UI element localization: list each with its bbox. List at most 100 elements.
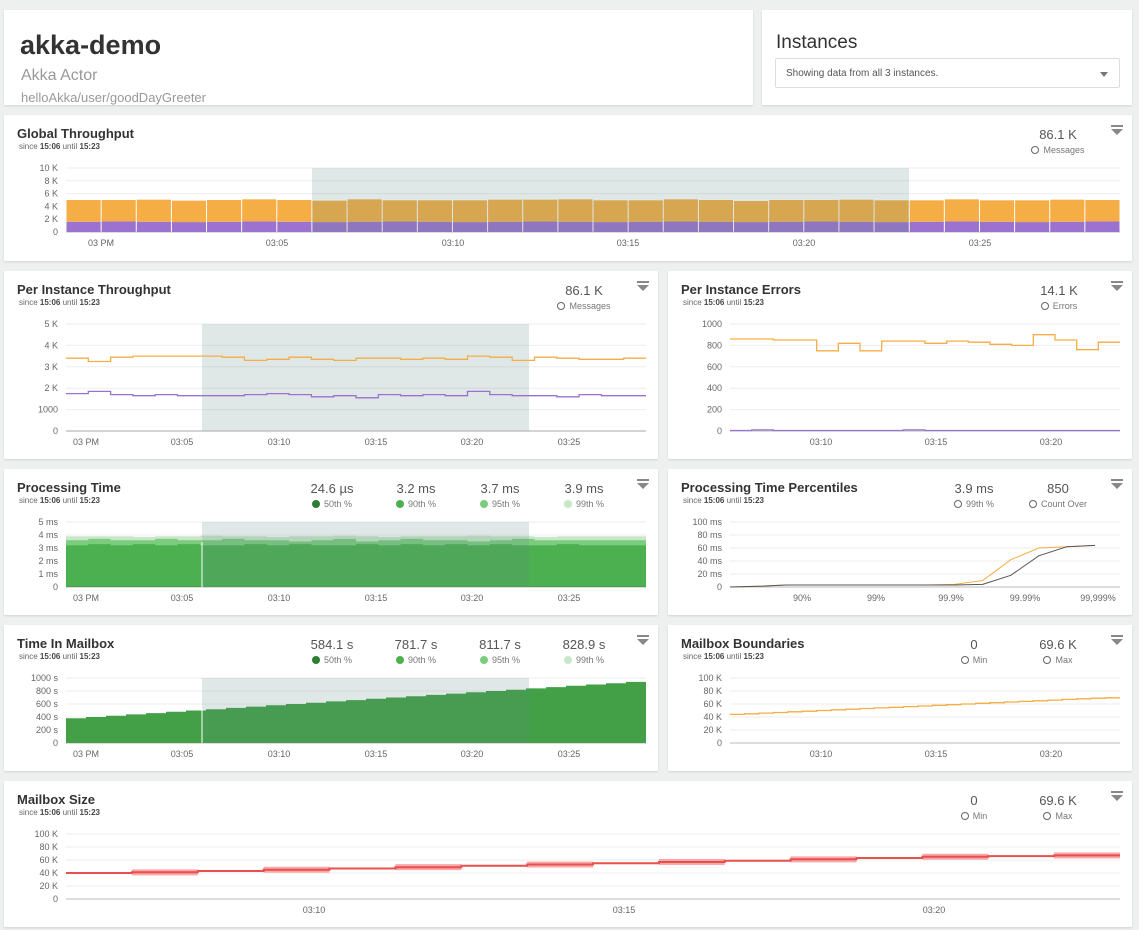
time-range: since 15:06 until 15:23 (19, 298, 100, 307)
app-title: akka-demo (20, 30, 162, 60)
panel-menu-icon[interactable] (1111, 125, 1123, 135)
y-tick-label: 100 K (34, 829, 58, 839)
y-tick-label: 1000 (702, 319, 722, 329)
metric-p95: 3.7 ms 95th % (479, 481, 521, 509)
bar-instance-a (558, 221, 593, 232)
panel-menu-icon[interactable] (1111, 635, 1123, 645)
line-Max (730, 697, 1120, 716)
y-tick-label: 20 K (39, 881, 58, 891)
panel-title: Time In Mailbox (17, 636, 115, 651)
chart-per-instance-errors: 1000 800 600 400 200 0 03:10 03:15 03:20 (702, 319, 1120, 447)
y-tick-label: 0 (53, 582, 58, 592)
time-selection-highlight (312, 168, 909, 232)
y-tick-label: 600 s (36, 699, 59, 709)
x-tick-label: 03:15 (365, 437, 388, 447)
metric-max: 69.6 K Max (1039, 637, 1077, 665)
bar-instance-b (1015, 200, 1050, 223)
x-tick-label: 03:25 (558, 593, 581, 603)
y-tick-label: 1000 s (31, 673, 59, 683)
x-tick-label: 03:25 (558, 749, 581, 759)
y-tick-label: 3 K (44, 362, 58, 372)
bar-instance-b (312, 200, 347, 223)
bar-instance-a (488, 221, 523, 232)
metric-count-over: 850 Count Over (1018, 481, 1098, 509)
y-tick-label: 0 (53, 227, 58, 237)
metric-p95: 811.7 s 95th % (479, 637, 521, 665)
bar-instance-b (347, 199, 382, 222)
instances-card: Instances Showing data from all 3 instan… (762, 10, 1132, 105)
x-tick-label: 03:15 (365, 593, 388, 603)
bar-instance-b (734, 200, 769, 223)
y-tick-label: 100 ms (692, 517, 722, 527)
panel-title: Global Throughput (17, 126, 134, 141)
panel-menu-icon[interactable] (637, 635, 649, 645)
area-90th- (66, 544, 646, 587)
panel-title: Per Instance Errors (681, 282, 801, 297)
bar-instance-b (101, 200, 136, 222)
bar-instance-a (207, 221, 242, 232)
y-tick-label: 4 K (44, 201, 58, 211)
time-range: since 15:06 until 15:23 (19, 808, 100, 817)
instances-select[interactable]: Showing data from all 3 instances. (775, 58, 1120, 88)
bar-instance-a (874, 222, 909, 232)
x-tick-label: 03 PM (73, 437, 99, 447)
x-tick-label: 03:05 (266, 238, 289, 248)
x-tick-label: 03:20 (461, 749, 484, 759)
y-tick-label: 5 K (44, 319, 58, 329)
bar-instance-b (804, 200, 839, 222)
instances-title: Instances (776, 32, 858, 53)
time-range: since 15:06 until 15:23 (683, 652, 764, 661)
bar-instance-b (242, 199, 277, 222)
line-instance-a (66, 355, 646, 363)
x-tick-label: 03:20 (1040, 749, 1063, 759)
bar-instance-a (66, 221, 101, 232)
x-tick-label: 03:10 (268, 749, 291, 759)
metric-p50: 584.1 s 50th % (310, 637, 354, 665)
metric-messages: 86.1 K Messages (1018, 127, 1098, 155)
bar-instance-a (347, 221, 382, 232)
y-tick-label: 200 (707, 405, 722, 415)
panel-processing-time-percentiles: Processing Time Percentiles since 15:06 … (668, 469, 1132, 615)
y-tick-label: 800 s (36, 686, 59, 696)
y-tick-label: 1 ms (38, 569, 58, 579)
y-tick-label: 3 ms (38, 543, 58, 553)
bar-instance-b (698, 200, 734, 222)
panel-menu-icon[interactable] (1111, 479, 1123, 489)
chart-mailbox-boundaries: 100 K 80 K 60 K 40 K 20 K 0 03:10 03:15 03:20 (698, 673, 1120, 759)
bar-instance-b (909, 200, 944, 222)
bar-instance-a (1015, 222, 1050, 232)
x-tick-label: 03:15 (613, 905, 636, 915)
y-tick-label: 8 K (44, 176, 58, 186)
panel-menu-icon[interactable] (1111, 791, 1123, 801)
y-tick-label: 600 (707, 362, 722, 372)
y-tick-label: 20 K (703, 725, 722, 735)
x-tick-label: 03:05 (171, 749, 194, 759)
bar-instance-b (277, 200, 312, 222)
panel-menu-icon[interactable] (1111, 281, 1123, 291)
x-tick-label: 03:25 (969, 238, 992, 248)
line-instance-b (730, 429, 1120, 432)
bar-instance-a (663, 221, 698, 232)
x-tick-label: 03:10 (303, 905, 326, 915)
panel-menu-icon[interactable] (637, 479, 649, 489)
instances-select-value: Showing data from all 3 instances. (786, 68, 939, 79)
chart-mailbox-size: 100 K 80 K 60 K 40 K 20 K 0 03:10 03:15 03:20 (34, 829, 1120, 915)
bar-instance-a (382, 221, 417, 232)
metric-p90: 3.2 ms 90th % (395, 481, 437, 509)
actor-path: helloAkka/user/goodDayGreeter (21, 90, 206, 105)
panel-menu-icon[interactable] (637, 281, 649, 291)
chevron-down-icon (1100, 72, 1108, 77)
metric-p99: 3.9 ms 99th % (563, 481, 605, 509)
x-tick-label: 90% (793, 593, 811, 603)
bar-instance-a (698, 221, 734, 232)
y-tick-label: 5 ms (38, 517, 58, 527)
y-tick-label: 40 ms (697, 556, 722, 566)
x-tick-label: 03 PM (73, 593, 99, 603)
x-tick-label: 03:20 (923, 905, 946, 915)
x-tick-label: 03 PM (88, 238, 114, 248)
panel-global-throughput: Global Throughput since 15:06 until 15:2… (4, 115, 1132, 261)
metric-p99: 828.9 s 99th % (562, 637, 606, 665)
metric-max: 69.6 K Max (1039, 793, 1077, 821)
bar-instance-a (734, 222, 769, 232)
x-tick-label: 99.9% (938, 593, 964, 603)
